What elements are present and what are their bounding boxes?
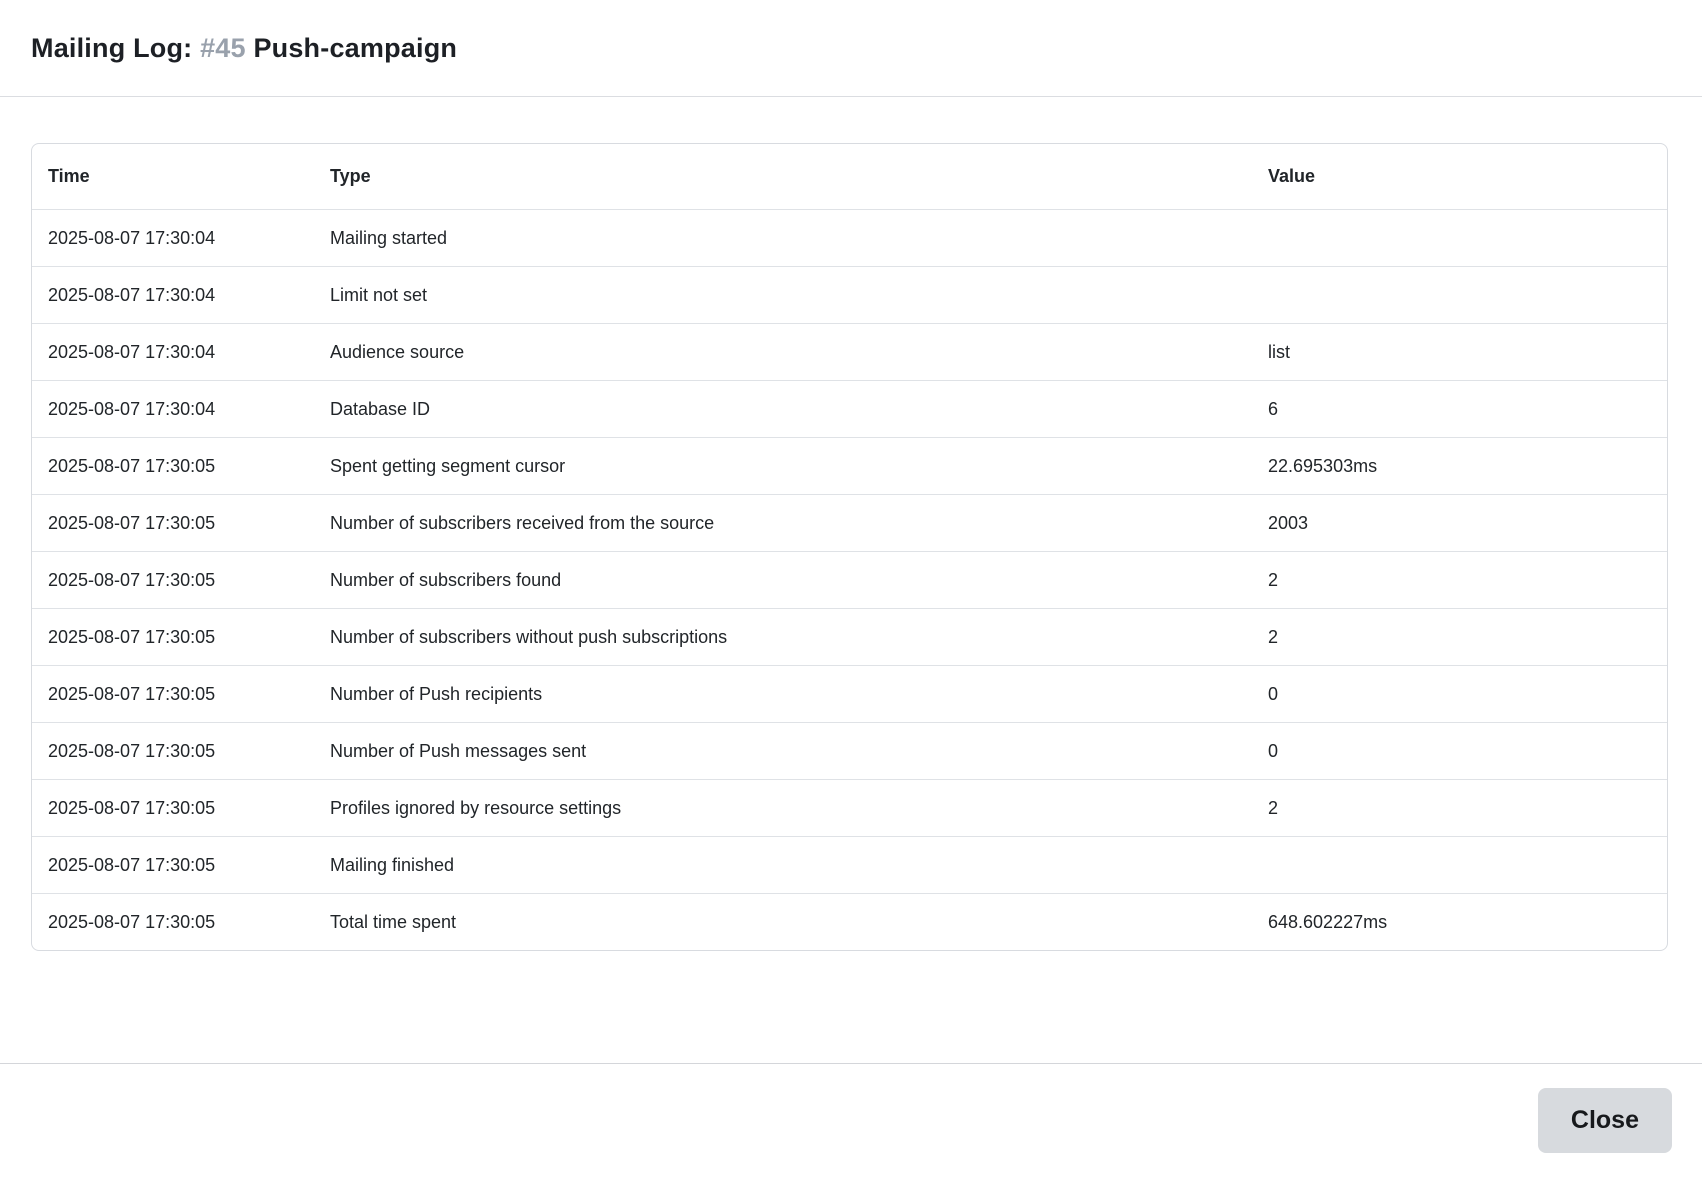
table-row: 2025-08-07 17:30:05 Total time spent 648… [32, 893, 1667, 950]
cell-value: 2003 [1252, 494, 1667, 551]
column-header-value: Value [1268, 166, 1316, 186]
close-button[interactable]: Close [1537, 1088, 1672, 1153]
table-row: 2025-08-07 17:30:05 Spent getting segmen… [32, 437, 1667, 494]
table-row: 2025-08-07 17:30:05 Profiles ignored by … [32, 779, 1667, 836]
cell-type: Limit not set [314, 266, 1252, 323]
table-row: 2025-08-07 17:30:05 Number of Push recip… [32, 665, 1667, 722]
cell-time: 2025-08-07 17:30:05 [32, 437, 314, 494]
cell-type: Number of Push messages sent [314, 722, 1252, 779]
cell-time: 2025-08-07 17:30:04 [32, 266, 314, 323]
cell-value: 6 [1252, 380, 1667, 437]
column-header-time: Time [48, 166, 90, 186]
table-row: 2025-08-07 17:30:04 Mailing started [32, 209, 1667, 266]
table-row: 2025-08-07 17:30:04 Limit not set [32, 266, 1667, 323]
cell-time: 2025-08-07 17:30:05 [32, 779, 314, 836]
cell-time: 2025-08-07 17:30:05 [32, 665, 314, 722]
cell-value [1252, 266, 1667, 323]
campaign-name: Push-campaign [253, 32, 458, 63]
cell-type: Mailing finished [314, 836, 1252, 893]
page-title: Mailing Log: #45 Push-campaign [31, 33, 457, 64]
cell-time: 2025-08-07 17:30:05 [32, 494, 314, 551]
cell-time: 2025-08-07 17:30:05 [32, 893, 314, 950]
cell-value: 2 [1252, 608, 1667, 665]
table-row: 2025-08-07 17:30:05 Number of subscriber… [32, 551, 1667, 608]
cell-time: 2025-08-07 17:30:05 [32, 722, 314, 779]
cell-type: Spent getting segment cursor [314, 437, 1252, 494]
cell-value: 2 [1252, 779, 1667, 836]
cell-value: list [1252, 323, 1667, 380]
table-header-row: Time Type Value [32, 144, 1667, 209]
cell-time: 2025-08-07 17:30:04 [32, 380, 314, 437]
cell-time: 2025-08-07 17:30:04 [32, 323, 314, 380]
log-table-frame: Time Type Value 2025-08-07 17:30:04 Mail… [31, 143, 1668, 951]
dialog-header: Mailing Log: #45 Push-campaign [0, 0, 1702, 97]
title-prefix: Mailing Log: [31, 32, 193, 63]
cell-type: Database ID [314, 380, 1252, 437]
cell-value: 0 [1252, 722, 1667, 779]
cell-value: 0 [1252, 665, 1667, 722]
campaign-id: #45 [200, 32, 246, 63]
cell-value [1252, 209, 1667, 266]
log-table: Time Type Value 2025-08-07 17:30:04 Mail… [32, 144, 1667, 950]
cell-type: Number of Push recipients [314, 665, 1252, 722]
column-header-type: Type [330, 166, 371, 186]
cell-type: Profiles ignored by resource settings [314, 779, 1252, 836]
cell-type: Audience source [314, 323, 1252, 380]
cell-value [1252, 836, 1667, 893]
cell-time: 2025-08-07 17:30:05 [32, 551, 314, 608]
cell-time: 2025-08-07 17:30:05 [32, 836, 314, 893]
cell-time: 2025-08-07 17:30:05 [32, 608, 314, 665]
table-row: 2025-08-07 17:30:04 Database ID 6 [32, 380, 1667, 437]
cell-type: Total time spent [314, 893, 1252, 950]
cell-type: Number of subscribers without push subsc… [314, 608, 1252, 665]
cell-type: Mailing started [314, 209, 1252, 266]
table-row: 2025-08-07 17:30:05 Mailing finished [32, 836, 1667, 893]
table-row: 2025-08-07 17:30:05 Number of Push messa… [32, 722, 1667, 779]
cell-value: 2 [1252, 551, 1667, 608]
cell-type: Number of subscribers found [314, 551, 1252, 608]
table-row: 2025-08-07 17:30:05 Number of subscriber… [32, 494, 1667, 551]
cell-type: Number of subscribers received from the … [314, 494, 1252, 551]
dialog-footer: Close [0, 1063, 1702, 1177]
cell-value: 22.695303ms [1252, 437, 1667, 494]
cell-value: 648.602227ms [1252, 893, 1667, 950]
dialog-body: Time Type Value 2025-08-07 17:30:04 Mail… [0, 97, 1702, 951]
table-row: 2025-08-07 17:30:04 Audience source list [32, 323, 1667, 380]
table-row: 2025-08-07 17:30:05 Number of subscriber… [32, 608, 1667, 665]
cell-time: 2025-08-07 17:30:04 [32, 209, 314, 266]
